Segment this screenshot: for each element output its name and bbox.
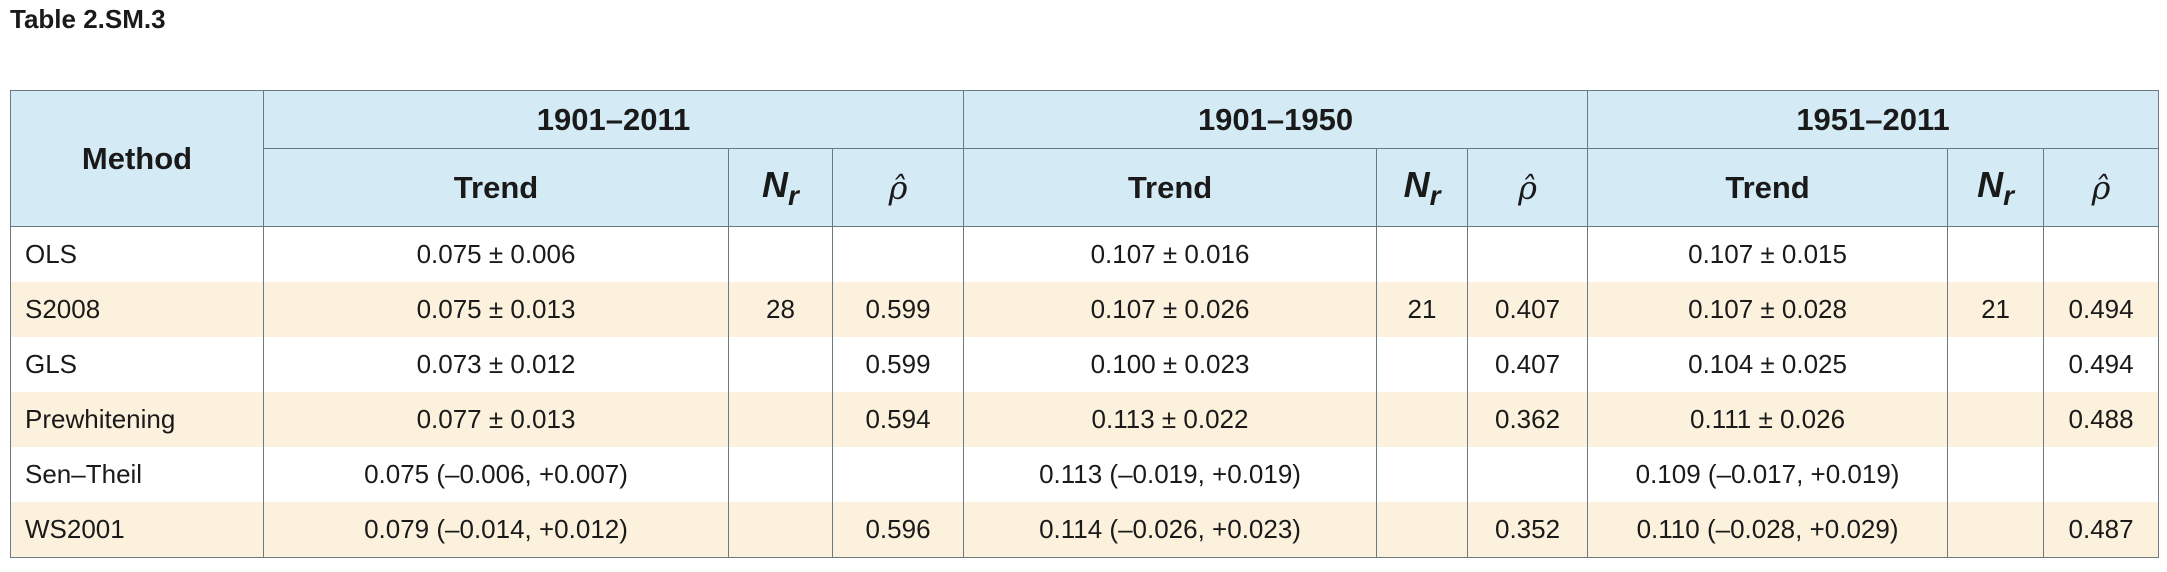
- header-period-1: 1901–2011: [262, 90, 965, 149]
- table-row: WS2001 0.079 (–0.014, +0.012) 0.596 0.114 (…: [10, 502, 2160, 558]
- cell-nr: 21: [1376, 282, 1469, 337]
- cell-method: WS2001: [10, 502, 264, 558]
- table-row: GLS 0.073 ± 0.012 0.599 0.100 ± 0.023 0.407 0…: [10, 337, 2160, 392]
- cell-trend: 0.110 (–0.028, +0.029): [1587, 502, 1949, 558]
- cell-trend: 0.109 (–0.017, +0.019): [1587, 447, 1949, 502]
- header-method: Method: [10, 90, 264, 227]
- cell-rho: [1467, 447, 1589, 502]
- cell-method: S2008: [10, 282, 264, 337]
- cell-trend: 0.104 ± 0.025: [1587, 337, 1949, 392]
- header-period-3: 1951–2011: [1587, 90, 2160, 149]
- header-nr: Nr: [1947, 148, 2045, 227]
- header-trend: Trend: [263, 148, 729, 227]
- cell-trend: 0.111 ± 0.026: [1587, 392, 1949, 447]
- cell-rho: 0.352: [1467, 502, 1589, 558]
- table-row: OLS 0.075 ± 0.006 0.107 ± 0.016 0.107 ± 0.0…: [10, 226, 2160, 282]
- cell-trend: 0.114 (–0.026, +0.023): [963, 502, 1378, 558]
- cell-rho: 0.599: [831, 282, 965, 337]
- cell-rho: 0.599: [831, 337, 965, 392]
- header-nr: Nr: [728, 148, 833, 227]
- cell-nr: 21: [1947, 282, 2045, 337]
- cell-rho: [1467, 226, 1589, 282]
- cell-rho: [831, 447, 965, 502]
- cell-trend: 0.075 (–0.006, +0.007): [263, 447, 729, 502]
- cell-nr: [728, 447, 833, 502]
- cell-trend: 0.113 (–0.019, +0.019): [963, 447, 1378, 502]
- header-rho: ρ̂: [1467, 148, 1589, 227]
- cell-trend: 0.100 ± 0.023: [963, 337, 1378, 392]
- cell-rho: [831, 226, 965, 282]
- table-row: Prewhitening 0.077 ± 0.013 0.594 0.113 ± 0.…: [10, 392, 2160, 447]
- cell-trend: 0.073 ± 0.012: [263, 337, 729, 392]
- cell-method: OLS: [10, 226, 264, 282]
- cell-nr: [1376, 502, 1469, 558]
- cell-method: GLS: [10, 337, 264, 392]
- header-trend: Trend: [963, 148, 1378, 227]
- table-row: S2008 0.075 ± 0.013 28 0.599 0.107 ± 0.026 21…: [10, 282, 2160, 337]
- cell-rho: 0.362: [1467, 392, 1589, 447]
- cell-nr: [1376, 337, 1469, 392]
- table-caption: Table 2.SM.3: [10, 4, 166, 34]
- cell-rho: 0.596: [831, 502, 965, 558]
- results-table: Method 1901–2011 1901–1950 1951–2011 Tre…: [10, 90, 2160, 558]
- table-body: OLS 0.075 ± 0.006 0.107 ± 0.016 0.107 ± 0.0…: [10, 226, 2160, 558]
- cell-trend: 0.075 ± 0.013: [263, 282, 729, 337]
- cell-trend: 0.107 ± 0.028: [1587, 282, 1949, 337]
- cell-nr: [728, 392, 833, 447]
- cell-rho: 0.494: [2043, 282, 2160, 337]
- header-rho: ρ̂: [831, 148, 965, 227]
- cell-trend: 0.107 ± 0.016: [963, 226, 1378, 282]
- cell-nr: [728, 226, 833, 282]
- cell-rho: 0.407: [1467, 282, 1589, 337]
- cell-nr: [1947, 447, 2045, 502]
- cell-nr: [1947, 392, 2045, 447]
- cell-rho: [2043, 226, 2160, 282]
- cell-rho: 0.594: [831, 392, 965, 447]
- header-nr: Nr: [1376, 148, 1469, 227]
- header-trend: Trend: [1587, 148, 1949, 227]
- cell-rho: 0.407: [1467, 337, 1589, 392]
- cell-nr: [1376, 447, 1469, 502]
- cell-rho: 0.494: [2043, 337, 2160, 392]
- cell-nr: [1376, 392, 1469, 447]
- cell-method: Sen–Theil: [10, 447, 264, 502]
- cell-nr: [1947, 337, 2045, 392]
- cell-trend: 0.075 ± 0.006: [263, 226, 729, 282]
- header-period-2: 1901–1950: [963, 90, 1589, 149]
- cell-method: Prewhitening: [10, 392, 264, 447]
- cell-trend: 0.107 ± 0.015: [1587, 226, 1949, 282]
- cell-trend: 0.077 ± 0.013: [263, 392, 729, 447]
- cell-trend: 0.079 (–0.014, +0.012): [263, 502, 729, 558]
- cell-nr: [728, 502, 833, 558]
- cell-rho: [2043, 447, 2160, 502]
- cell-nr: [728, 337, 833, 392]
- cell-nr: 28: [728, 282, 833, 337]
- header-rho: ρ̂: [2043, 148, 2160, 227]
- cell-rho: 0.487: [2043, 502, 2160, 558]
- cell-trend: 0.113 ± 0.022: [963, 392, 1378, 447]
- cell-nr: [1376, 226, 1469, 282]
- cell-nr: [1947, 226, 2045, 282]
- cell-trend: 0.107 ± 0.026: [963, 282, 1378, 337]
- cell-rho: 0.488: [2043, 392, 2160, 447]
- table-row: Sen–Theil 0.075 (–0.006, +0.007) 0.113 (–0…: [10, 447, 2160, 502]
- cell-nr: [1947, 502, 2045, 558]
